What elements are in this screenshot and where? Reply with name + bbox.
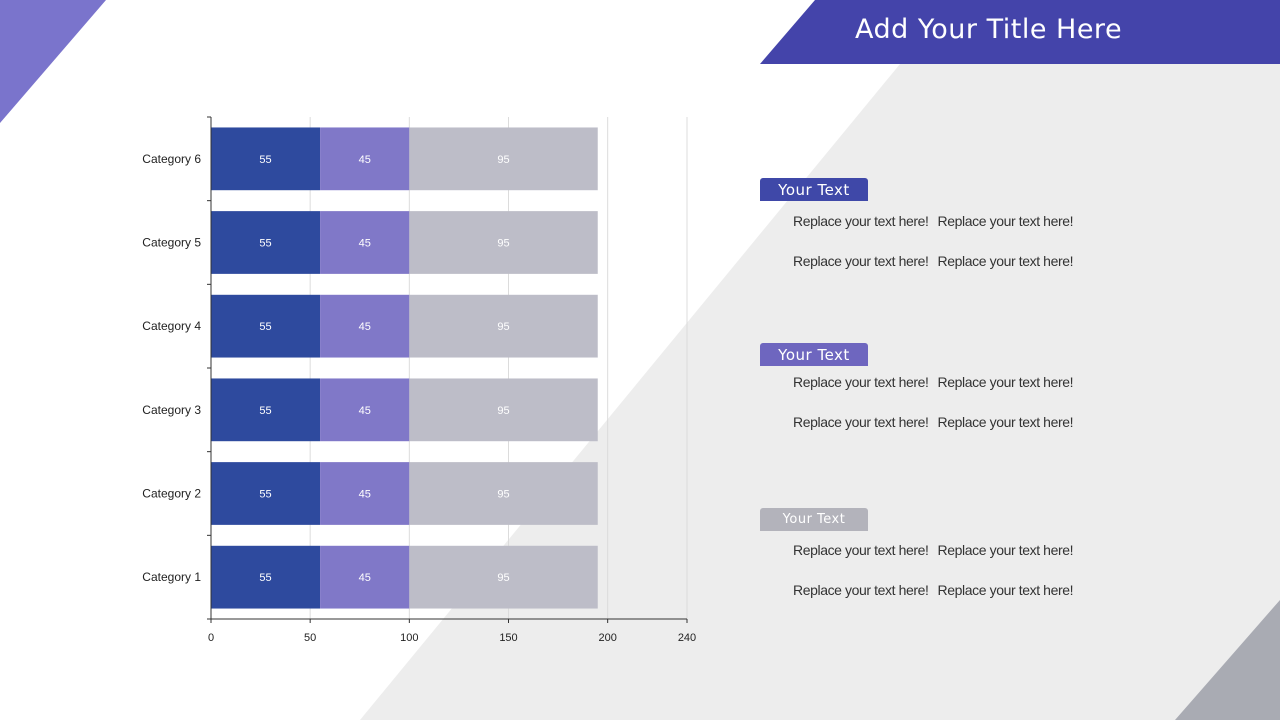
data-label: 45 (359, 572, 371, 584)
section-2-line-1: Replace your text here! Replace your text… (793, 374, 1073, 390)
bar-segment (211, 378, 321, 442)
bar-segment (409, 545, 598, 609)
data-label: 55 (259, 238, 271, 250)
bar-segment (211, 211, 321, 274)
data-label: 45 (359, 405, 371, 417)
section-text: Replace your text here! (937, 374, 1074, 390)
section-text: Replace your text here! (793, 542, 929, 558)
bar-segment (211, 127, 321, 191)
data-label: 55 (259, 572, 271, 584)
section-text: Replace your text here! (793, 253, 929, 269)
data-label: 45 (359, 321, 371, 333)
category-label: Category 1 (142, 570, 201, 584)
bar-segment (211, 545, 321, 609)
bar-segment (320, 127, 410, 191)
bar-segment (409, 211, 598, 274)
page-title: Add Your Title Here (855, 14, 1123, 45)
section-3-line-2: Replace your text here! Replace your text… (793, 582, 1073, 598)
category-label: Category 6 (142, 152, 201, 166)
bar-segment (320, 378, 410, 442)
data-label: 45 (359, 154, 371, 166)
title-banner-shape (760, 0, 1280, 64)
section-2-line-2: Replace your text here! Replace your text… (793, 414, 1073, 430)
data-label: 45 (359, 238, 371, 250)
data-label: 55 (259, 321, 271, 333)
data-label: 55 (259, 154, 271, 166)
section-text: Replace your text here! (937, 414, 1074, 430)
x-tick-label: 240 (678, 632, 696, 644)
bar-segment (320, 294, 410, 358)
bar-segment (409, 127, 598, 191)
top-left-corner-triangle (0, 0, 106, 123)
section-tag-3: Your Text (760, 508, 868, 531)
data-label: 45 (359, 489, 371, 501)
x-tick-label: 0 (208, 632, 214, 644)
data-label: 95 (497, 405, 509, 417)
bar-segment (320, 545, 410, 609)
x-tick-label: 50 (304, 632, 316, 644)
section-text: Replace your text here! (793, 213, 929, 229)
section-text: Replace your text here! (937, 542, 1074, 558)
category-label: Category 2 (142, 487, 201, 501)
section-text: Replace your text here! (793, 414, 929, 430)
category-label: Category 5 (142, 236, 201, 250)
title-banner: Add Your Title Here (760, 0, 1280, 64)
section-text: Replace your text here! (937, 582, 1074, 598)
x-tick-label: 100 (400, 632, 418, 644)
data-label: 55 (259, 489, 271, 501)
bar-segment (320, 462, 410, 525)
section-text: Replace your text here! (793, 374, 929, 390)
bottom-right-corner-triangle (1175, 600, 1280, 720)
section-tag-2: Your Text (760, 343, 868, 366)
category-label: Category 4 (142, 319, 201, 333)
category-label: Category 3 (142, 403, 201, 417)
x-tick-label: 150 (499, 632, 517, 644)
bar-segment (211, 462, 321, 525)
section-tag-1: Your Text (760, 178, 868, 201)
section-1-line-2: Replace your text here! Replace your text… (793, 253, 1073, 269)
data-label: 95 (497, 321, 509, 333)
data-label: 95 (497, 238, 509, 250)
data-label: 55 (259, 405, 271, 417)
bar-segment (211, 294, 321, 358)
x-tick-label: 200 (598, 632, 616, 644)
data-label: 95 (497, 572, 509, 584)
data-label: 95 (497, 489, 509, 501)
section-1-line-1: Replace your text here! Replace your text… (793, 213, 1073, 229)
stacked-bar-chart: 55 45 95 Category 1 55 45 95 Category 2 55 45 95 Ca… (142, 116, 696, 644)
section-text: Replace your text here! (937, 253, 1074, 269)
section-text: Replace your text here! (937, 213, 1074, 229)
bar-segment (409, 462, 598, 525)
bar-segment (409, 378, 598, 442)
section-text: Replace your text here! (793, 582, 929, 598)
data-label: 95 (497, 154, 509, 166)
bar-segment (320, 211, 410, 274)
bar-segment (409, 294, 598, 358)
section-3-line-1: Replace your text here! Replace your text… (793, 542, 1073, 558)
